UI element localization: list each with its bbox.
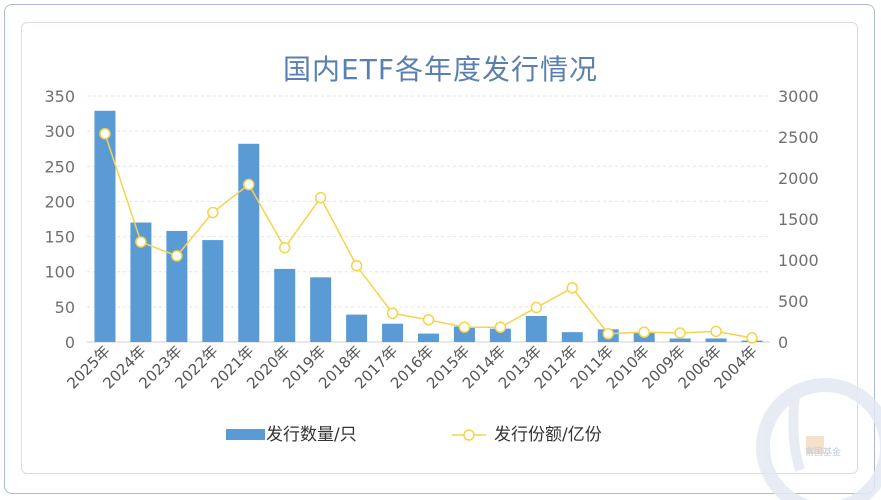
bar xyxy=(382,323,404,342)
bar xyxy=(561,332,583,342)
watermark-swoosh-icon xyxy=(788,394,805,472)
gridlines xyxy=(87,95,770,343)
legend-label-bar: 发行数量/只 xyxy=(266,425,357,445)
bar xyxy=(346,314,368,342)
line-point xyxy=(386,307,399,320)
left-axis-tick-label: 100 xyxy=(44,263,75,282)
watermark-ring-icon xyxy=(756,378,881,500)
chart-title: 国内ETF各年度发行情况 xyxy=(283,53,598,86)
bar xyxy=(274,268,296,342)
line-point xyxy=(243,178,255,191)
bar xyxy=(453,326,475,342)
bar xyxy=(238,143,260,342)
line-point xyxy=(207,206,219,219)
watermark-text: 富国基金 xyxy=(805,446,841,458)
right-axis-tick-label: 3000 xyxy=(778,87,819,106)
bar xyxy=(166,230,188,342)
left-axis-ticks: 0 50 100 150 200 250 300 350 xyxy=(44,87,75,352)
bar xyxy=(669,338,691,342)
legend: 发行数量/只 发行份额/亿份 xyxy=(226,425,602,445)
right-axis-tick-label: 0 xyxy=(778,333,788,352)
legend-swatch-bar xyxy=(226,429,265,440)
x-axis-ticks: 2025年2024年2023年2022年2021年2020年2019年2018年… xyxy=(63,342,760,392)
right-axis-ticks: 0 500 1000 1500 2000 2500 3000 xyxy=(778,87,819,352)
line-point xyxy=(458,321,471,333)
right-axis-tick-label: 1500 xyxy=(778,210,819,229)
right-axis-tick-label: 2500 xyxy=(778,128,819,147)
line-point xyxy=(99,127,111,140)
left-axis-tick-label: 250 xyxy=(44,157,75,176)
bar xyxy=(705,338,727,342)
line-point xyxy=(135,236,147,248)
bar xyxy=(525,315,547,342)
right-axis-tick-label: 500 xyxy=(778,292,809,311)
watermark-logo: 富国基金 xyxy=(756,378,881,500)
line-point xyxy=(494,321,507,333)
line-point xyxy=(314,191,327,204)
right-axis-tick-label: 1000 xyxy=(778,251,819,270)
left-axis-tick-label: 0 xyxy=(65,333,75,352)
bar xyxy=(130,222,152,342)
line-point xyxy=(278,241,291,254)
bar xyxy=(418,333,439,342)
chart-panel xyxy=(21,22,858,474)
line-series xyxy=(99,127,758,344)
bar xyxy=(94,110,116,342)
line-point xyxy=(638,326,650,338)
line-point xyxy=(422,314,435,326)
bar xyxy=(489,328,511,342)
left-axis-tick-label: 350 xyxy=(44,87,75,106)
bar xyxy=(310,277,332,342)
left-axis-tick-label: 300 xyxy=(44,122,75,141)
line-point xyxy=(746,332,758,344)
left-axis-tick-label: 50 xyxy=(55,298,75,317)
bar xyxy=(202,240,224,342)
line-point xyxy=(710,325,722,338)
line-point xyxy=(602,328,614,340)
legend-label-line: 发行份额/亿份 xyxy=(494,425,602,445)
line-point xyxy=(566,282,579,294)
legend-swatch-marker xyxy=(463,429,475,441)
left-axis-tick-label: 200 xyxy=(44,192,75,211)
line-point xyxy=(350,259,363,272)
line-point xyxy=(674,327,686,339)
right-axis-tick-label: 2000 xyxy=(778,169,819,188)
left-axis-tick-label: 150 xyxy=(44,228,75,247)
line-point xyxy=(171,250,183,262)
bar-series xyxy=(94,110,763,342)
line-point xyxy=(530,301,543,314)
watermark-coin-square-icon xyxy=(806,436,824,454)
